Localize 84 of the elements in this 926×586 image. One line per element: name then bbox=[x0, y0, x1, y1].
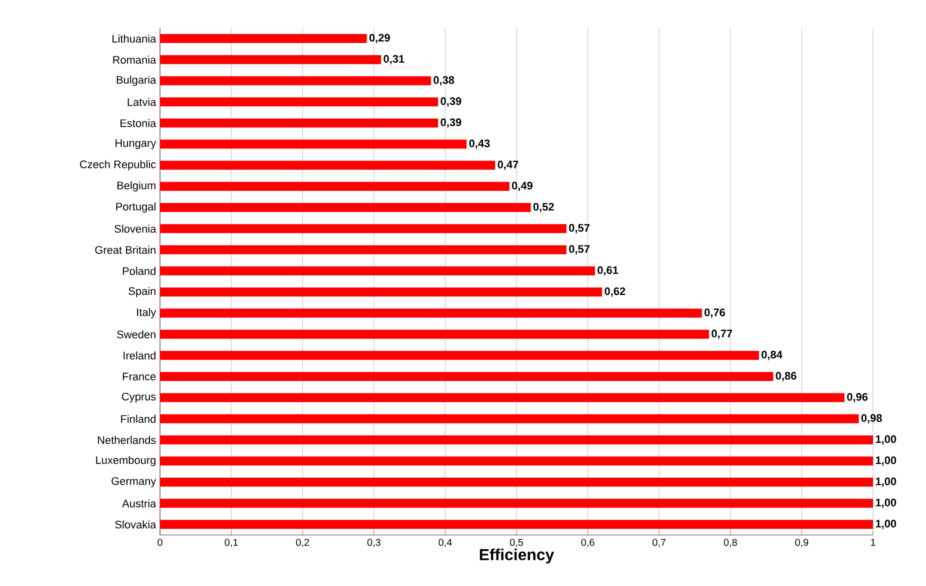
y-tick-label: Sweden bbox=[117, 330, 156, 338]
x-tick-label: 0,1 bbox=[224, 538, 238, 548]
x-tick-label: 0,5 bbox=[510, 538, 524, 548]
bar bbox=[160, 203, 531, 212]
data-label: 0,98 bbox=[861, 414, 882, 424]
bar bbox=[160, 478, 874, 487]
data-label: 0,57 bbox=[569, 245, 590, 254]
y-tick-label: Luxembourg bbox=[96, 456, 156, 466]
y-tick-label: Ireland bbox=[124, 351, 156, 360]
data-label: 0,86 bbox=[776, 372, 796, 382]
bar bbox=[160, 288, 602, 297]
y-tick-label: Belgium bbox=[117, 181, 156, 192]
x-tick-label: 0,3 bbox=[367, 538, 380, 548]
y-tick-label: Netherlands bbox=[98, 436, 156, 444]
bar bbox=[160, 118, 438, 128]
x-tick-label: 0,8 bbox=[724, 538, 737, 548]
data-label: 0,39 bbox=[440, 118, 462, 128]
bar bbox=[160, 435, 874, 444]
bar bbox=[160, 372, 774, 382]
data-label: 0,52 bbox=[533, 202, 554, 212]
bar bbox=[160, 182, 510, 191]
data-label: 0,61 bbox=[598, 266, 618, 276]
bar bbox=[160, 498, 874, 508]
y-tick-label: Bulgaria bbox=[116, 76, 156, 86]
data-label: 1,00 bbox=[876, 520, 896, 530]
x-tick-label: 0,7 bbox=[652, 538, 666, 548]
bar bbox=[160, 520, 874, 529]
bar bbox=[160, 393, 844, 402]
data-label: 1,00 bbox=[876, 456, 896, 466]
x-axis-title: Efficiency bbox=[480, 548, 554, 564]
y-tick-label: Slovakia bbox=[115, 520, 156, 528]
bar bbox=[160, 266, 595, 276]
y-tick-label: Portugal bbox=[116, 202, 156, 213]
y-tick-label: Czech Republic bbox=[80, 160, 156, 170]
x-tick-label: 0,6 bbox=[581, 538, 594, 548]
data-label: 0,31 bbox=[384, 55, 404, 64]
x-tick-label: 0,4 bbox=[438, 538, 452, 548]
x-tick-label: 0,2 bbox=[296, 538, 310, 548]
data-label: 0,62 bbox=[604, 287, 626, 297]
data-label: 1,00 bbox=[876, 435, 896, 445]
bar bbox=[160, 140, 467, 149]
bar bbox=[160, 55, 382, 64]
bar bbox=[160, 350, 759, 360]
y-tick-label: Finland bbox=[121, 414, 156, 423]
x-tick-label: 0,9 bbox=[795, 538, 808, 548]
y-tick-label: Estonia bbox=[120, 119, 156, 128]
data-label: 0,38 bbox=[434, 76, 454, 86]
y-tick-label: Hungary bbox=[116, 139, 156, 150]
data-label: 0,43 bbox=[469, 140, 490, 149]
y-tick-label: Poland bbox=[122, 266, 156, 275]
data-label: 1,00 bbox=[876, 498, 896, 508]
y-tick-label: Great Britain bbox=[95, 246, 156, 254]
y-tick-label: Cyprus bbox=[122, 392, 156, 403]
bar bbox=[160, 414, 859, 424]
bar bbox=[160, 308, 702, 318]
data-label: 0,49 bbox=[512, 182, 532, 192]
y-tick-label: Austria bbox=[122, 499, 156, 508]
data-label: 0,76 bbox=[704, 308, 726, 318]
bar bbox=[160, 34, 367, 44]
y-tick-label: Spain bbox=[128, 286, 156, 298]
y-tick-label: Latvia bbox=[128, 98, 156, 106]
x-tick-label: 1 bbox=[871, 538, 876, 546]
bar bbox=[160, 224, 566, 234]
bar bbox=[160, 76, 431, 86]
y-tick-label: France bbox=[122, 372, 156, 380]
data-label: 1,00 bbox=[876, 478, 896, 487]
bar bbox=[160, 245, 566, 254]
bar bbox=[160, 160, 496, 170]
y-tick-label: Germany bbox=[112, 477, 156, 488]
y-tick-label: Italy bbox=[137, 308, 156, 318]
bar bbox=[160, 97, 438, 106]
data-label: 0,57 bbox=[569, 224, 590, 234]
y-tick-label: Romania bbox=[113, 56, 156, 64]
data-label: 0,29 bbox=[369, 34, 390, 44]
data-label: 0,77 bbox=[712, 330, 732, 339]
y-tick-label: Lithuania bbox=[112, 34, 156, 43]
data-label: 0,96 bbox=[847, 393, 868, 402]
bar bbox=[160, 330, 710, 339]
data-label: 0,39 bbox=[440, 97, 462, 107]
bar bbox=[160, 456, 874, 466]
x-tick-label: 0 bbox=[158, 538, 162, 546]
data-label: 0,47 bbox=[498, 160, 518, 170]
y-tick-label: Slovenia bbox=[114, 224, 156, 233]
data-label: 0,84 bbox=[762, 350, 782, 360]
